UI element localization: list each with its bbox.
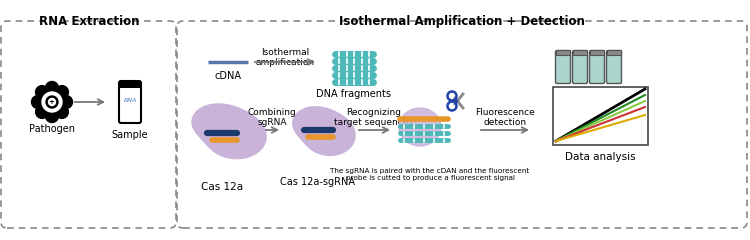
- Text: Data analysis: Data analysis: [565, 152, 635, 162]
- Text: The sgRNA is paired with the cDAN and the fluorescent
probe is cutted to produce: The sgRNA is paired with the cDAN and th…: [330, 168, 530, 181]
- Circle shape: [56, 86, 68, 99]
- Bar: [607, 50, 621, 55]
- Circle shape: [56, 105, 68, 118]
- Bar: [556, 50, 570, 55]
- Text: Cas 12a-sgRNA: Cas 12a-sgRNA: [280, 177, 356, 187]
- Circle shape: [35, 105, 49, 118]
- Ellipse shape: [399, 108, 441, 146]
- Circle shape: [46, 109, 58, 122]
- Text: RNA Extraction: RNA Extraction: [39, 15, 140, 28]
- FancyBboxPatch shape: [556, 50, 571, 84]
- Text: Isothermal
amplification: Isothermal amplification: [256, 48, 314, 67]
- Circle shape: [32, 96, 44, 108]
- Circle shape: [46, 82, 58, 95]
- Bar: [573, 50, 587, 55]
- Bar: [553, 87, 648, 145]
- Text: Combining
sgRNA: Combining sgRNA: [248, 108, 296, 127]
- Text: DNA fragments: DNA fragments: [316, 89, 392, 99]
- FancyBboxPatch shape: [177, 21, 747, 228]
- Text: cDNA: cDNA: [214, 71, 242, 81]
- Polygon shape: [191, 103, 267, 159]
- Circle shape: [46, 96, 58, 108]
- Circle shape: [42, 92, 62, 112]
- Polygon shape: [292, 106, 356, 156]
- FancyBboxPatch shape: [607, 50, 622, 84]
- Text: +: +: [48, 98, 54, 104]
- Circle shape: [454, 100, 458, 102]
- Text: Fluorescence
detection: Fluorescence detection: [476, 108, 535, 127]
- FancyBboxPatch shape: [1, 21, 176, 228]
- Text: Recognizing
target sequences: Recognizing target sequences: [334, 108, 413, 127]
- Text: RNA: RNA: [123, 97, 136, 102]
- Text: Isothermal Amplification + Detection: Isothermal Amplification + Detection: [339, 15, 585, 28]
- Circle shape: [35, 86, 49, 99]
- Circle shape: [38, 88, 66, 116]
- FancyBboxPatch shape: [572, 50, 587, 84]
- Bar: [590, 50, 604, 55]
- Circle shape: [49, 98, 55, 106]
- FancyBboxPatch shape: [119, 81, 141, 123]
- Circle shape: [59, 96, 73, 108]
- FancyBboxPatch shape: [590, 50, 604, 84]
- Bar: [120, 81, 140, 88]
- Text: Pathogen: Pathogen: [29, 124, 75, 134]
- Text: Cas 12a: Cas 12a: [201, 182, 243, 192]
- Text: Sample: Sample: [112, 130, 148, 140]
